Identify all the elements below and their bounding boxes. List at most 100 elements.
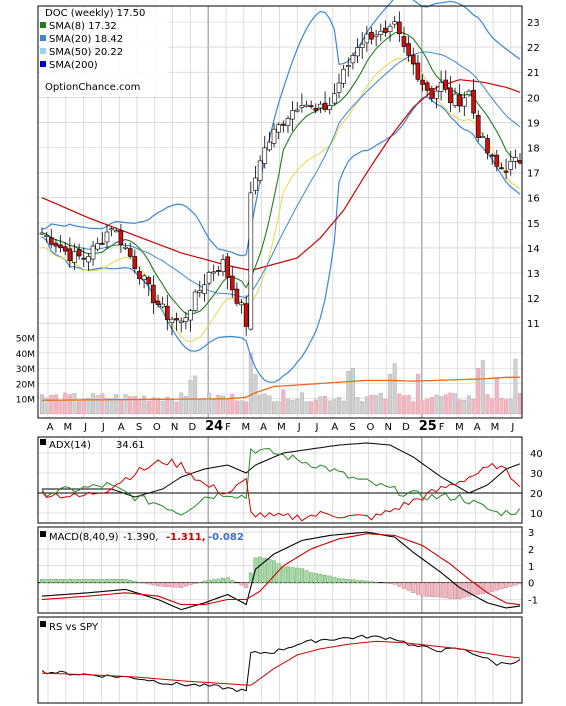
volume-bar xyxy=(466,395,471,415)
macd-hist-bar xyxy=(504,582,509,588)
macd-hist-bar xyxy=(281,566,286,583)
volume-bar xyxy=(244,401,249,415)
candle-body xyxy=(178,320,184,323)
volume-bar xyxy=(58,400,63,415)
macd-value-2: -1.311, xyxy=(166,532,206,543)
macd-hist-bar xyxy=(193,582,198,584)
month-label: A xyxy=(331,422,338,433)
candle-body xyxy=(271,128,277,144)
volume-bar xyxy=(462,399,467,415)
macd-tick-label: 1 xyxy=(528,562,534,573)
macd-hist-bar xyxy=(128,580,133,583)
candle-body xyxy=(466,90,472,96)
macd-hist-bar xyxy=(443,582,448,599)
volume-bar xyxy=(49,395,54,415)
adx-series-line-1 xyxy=(41,447,521,517)
macd-hist-bar xyxy=(211,579,216,583)
legend-source: OptionChance.com xyxy=(45,82,140,93)
volume-bar xyxy=(411,401,416,415)
macd-hist-bar xyxy=(165,582,170,587)
candle-body xyxy=(438,82,444,92)
volume-bar xyxy=(313,399,318,415)
macd-hist-bar xyxy=(457,582,462,599)
macd-hist-bar xyxy=(341,578,346,583)
volume-bar xyxy=(95,395,100,415)
macd-hist-bar xyxy=(318,574,323,583)
price-tick-label: 22 xyxy=(527,43,540,54)
macd-hist-bar xyxy=(220,578,225,583)
candle-body xyxy=(206,272,212,284)
candle-body xyxy=(192,291,198,312)
macd-hist-bar xyxy=(123,579,128,583)
volume-bar xyxy=(91,393,96,415)
macd-hist-bar xyxy=(272,560,277,583)
macd-hist-bar xyxy=(86,579,91,583)
candle-body xyxy=(72,251,77,263)
macd-hist-bar xyxy=(151,582,156,586)
macd-hist-bar xyxy=(49,579,54,583)
candle-body xyxy=(448,87,453,104)
candle-body xyxy=(281,123,286,126)
macd-hist-bar xyxy=(179,582,184,588)
candle-body xyxy=(345,64,351,67)
candle-body xyxy=(410,54,416,65)
macd-hist-bar xyxy=(508,582,513,587)
volume-bar xyxy=(309,401,314,415)
month-label: S xyxy=(136,422,142,433)
volume-bar xyxy=(169,399,174,415)
candle-body xyxy=(109,228,114,231)
macd-hist-bar xyxy=(415,582,420,595)
price-tick-label: 14 xyxy=(527,244,540,255)
volume-bar xyxy=(494,377,499,415)
macd-hist-bar xyxy=(118,579,123,583)
volume-bar xyxy=(425,398,430,415)
candle-body xyxy=(299,105,305,108)
macd-value-3: -0.082 xyxy=(208,532,244,543)
macd-hist-bar xyxy=(476,582,481,595)
rs-swatch xyxy=(40,621,46,627)
month-label: D xyxy=(189,422,197,433)
volume-bar xyxy=(53,394,58,415)
candle-body xyxy=(332,93,337,104)
candle-body xyxy=(508,161,514,170)
volume-bar xyxy=(471,398,476,415)
candle-body xyxy=(369,31,374,40)
candle-body xyxy=(100,242,105,245)
candle-body xyxy=(480,136,486,138)
rs-panel-bg xyxy=(38,617,522,703)
volume-bar xyxy=(174,401,179,415)
volume-bar xyxy=(114,394,119,415)
macd-series-line-1 xyxy=(41,533,521,606)
candle-body xyxy=(429,88,435,99)
price-tick-label: 16 xyxy=(527,194,540,205)
candle-body xyxy=(341,68,346,84)
macd-hist-bar xyxy=(388,582,393,584)
volume-bar xyxy=(383,398,388,415)
month-label: J xyxy=(83,422,87,433)
macd-hist-bar xyxy=(67,579,72,583)
month-label: A xyxy=(474,422,481,433)
candle-body xyxy=(188,310,193,321)
macd-hist-bar xyxy=(397,582,402,587)
macd-hist-bar xyxy=(299,568,304,583)
candle-body xyxy=(304,104,309,107)
candle-body xyxy=(350,55,356,64)
macd-hist-bar xyxy=(132,581,137,583)
volume-bar xyxy=(346,371,351,415)
macd-hist-bar xyxy=(290,567,295,583)
macd-hist-bar xyxy=(225,577,230,583)
macd-hist-bar xyxy=(188,582,193,586)
volume-bar xyxy=(476,367,481,415)
volume-tick-label: 20M xyxy=(16,380,35,390)
candle-body xyxy=(327,105,333,110)
volume-bar xyxy=(453,393,458,415)
candle-body xyxy=(308,105,314,108)
macd-tick-label: 2 xyxy=(528,545,534,556)
month-label: M xyxy=(491,422,500,433)
adx-swatch xyxy=(40,439,46,445)
candle-body xyxy=(355,47,360,57)
rs-panel-frame xyxy=(37,616,523,704)
volume-bar xyxy=(360,401,365,415)
candle-body xyxy=(401,36,407,47)
candle-body xyxy=(392,21,397,25)
